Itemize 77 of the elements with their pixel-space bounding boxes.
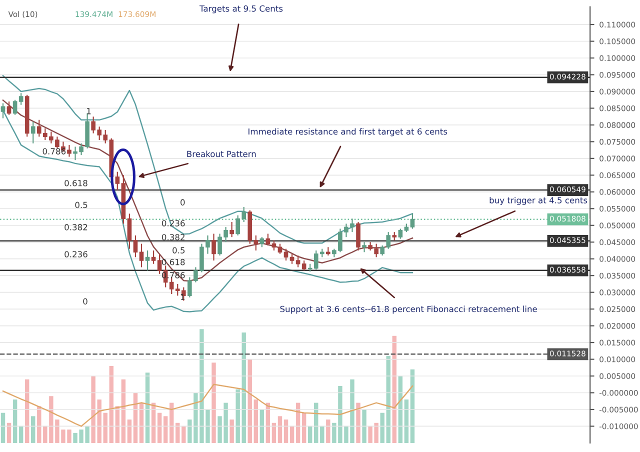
annotation: Targets at 9.5 Cents: [199, 5, 283, 14]
annotation: 0.382: [162, 234, 184, 240]
annotation: 1: [87, 108, 91, 114]
candlestick: [362, 242, 366, 253]
candlestick: [284, 248, 288, 262]
bar: [284, 420, 288, 443]
bar: [127, 420, 132, 443]
candlestick: [302, 260, 306, 272]
candlestick: [151, 250, 156, 264]
annotation: 0.236: [64, 251, 88, 258]
candlestick: [6, 100, 12, 116]
bar: [326, 420, 330, 443]
candlestick: [296, 254, 300, 268]
bar: [139, 402, 144, 443]
annotation: 0.5: [75, 202, 88, 208]
bar: [169, 402, 174, 443]
bar: [260, 409, 264, 443]
candlestick: [398, 228, 403, 240]
bar: [157, 412, 162, 443]
bar: [236, 389, 240, 443]
candlestick: [290, 253, 294, 264]
bar: [24, 379, 30, 443]
annotation: Support at 3.6 cents--61.8 percent Fibonacci retracement line: [280, 306, 537, 314]
bar: [31, 416, 36, 443]
bar: [121, 379, 126, 443]
bar: [308, 426, 312, 443]
candlestick: [0, 102, 6, 119]
bar: [302, 412, 306, 443]
annotation: 0.5: [172, 247, 185, 254]
bar: [248, 359, 252, 443]
bar: [356, 402, 360, 443]
bar: [18, 426, 24, 443]
bar: [103, 412, 108, 443]
bar: [6, 422, 12, 443]
annotation: Breakout Pattern: [187, 150, 256, 158]
candlestick: [127, 213, 132, 250]
annotation: buy trigger at 4.5 cents: [490, 196, 588, 206]
bar: [380, 412, 384, 443]
bar: [109, 366, 114, 443]
annotation: Immediate resistance and first target at 6 cents: [248, 128, 448, 136]
bar: [212, 362, 216, 443]
bar: [176, 422, 180, 443]
annotation: 0.382: [64, 224, 88, 230]
candlestick: [260, 236, 264, 248]
bar: [163, 416, 168, 443]
bar: [254, 399, 258, 443]
candlestick: [30, 121, 36, 144]
bar: [230, 420, 234, 443]
candlestick: [212, 233, 216, 262]
candlestick: [145, 250, 150, 272]
candlestick: [133, 234, 138, 258]
candlestick: [272, 240, 276, 252]
bar: [362, 409, 366, 443]
bar: [278, 416, 282, 443]
bar: [182, 426, 186, 443]
bar: [0, 412, 6, 443]
candlestick: [18, 92, 24, 106]
bar: [386, 356, 390, 443]
annotation: 0.618: [64, 180, 88, 186]
bar: [320, 426, 324, 443]
annotation: 0: [83, 298, 88, 304]
candlestick: [278, 243, 282, 254]
annotation: 0.786: [42, 148, 66, 154]
bar: [12, 399, 18, 443]
candlestick: [115, 171, 120, 191]
bar: [290, 426, 294, 443]
bar: [404, 399, 409, 443]
candlestick: [356, 221, 360, 252]
line-series: [2, 384, 414, 427]
annotation: 0: [180, 199, 185, 206]
candlestick: [12, 99, 18, 116]
candlestick: [230, 221, 234, 238]
candlestick: [157, 253, 162, 274]
candlestick: [410, 213, 415, 230]
bar: [272, 422, 276, 443]
candlestick: [139, 243, 144, 268]
candlestick: [266, 233, 270, 246]
